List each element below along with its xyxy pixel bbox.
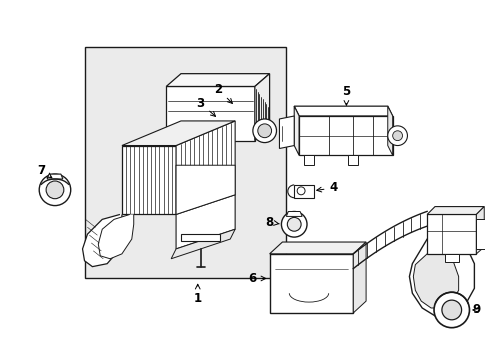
Polygon shape: [294, 106, 299, 156]
Polygon shape: [176, 165, 235, 215]
Polygon shape: [294, 106, 392, 116]
Polygon shape: [176, 195, 235, 249]
Polygon shape: [166, 86, 254, 141]
Polygon shape: [352, 242, 366, 313]
Polygon shape: [475, 219, 485, 249]
Polygon shape: [122, 121, 235, 145]
Circle shape: [297, 187, 305, 195]
Text: 1: 1: [193, 284, 202, 305]
Text: 3: 3: [196, 97, 215, 116]
Circle shape: [387, 126, 407, 145]
Circle shape: [392, 131, 402, 141]
Circle shape: [441, 300, 461, 320]
Polygon shape: [82, 215, 122, 267]
Circle shape: [287, 217, 301, 231]
Circle shape: [252, 119, 276, 143]
Polygon shape: [98, 215, 133, 259]
Polygon shape: [286, 212, 302, 216]
Polygon shape: [181, 234, 220, 241]
Polygon shape: [47, 174, 63, 179]
Text: 2: 2: [214, 83, 232, 103]
Polygon shape: [412, 251, 458, 308]
Polygon shape: [475, 207, 483, 254]
Polygon shape: [426, 207, 483, 215]
Circle shape: [39, 174, 71, 206]
Text: 5: 5: [342, 85, 350, 105]
Polygon shape: [426, 215, 475, 254]
Polygon shape: [304, 156, 313, 165]
Text: 4: 4: [316, 181, 337, 194]
Circle shape: [433, 292, 468, 328]
Text: 6: 6: [248, 272, 265, 285]
Bar: [84, 47, 286, 278]
Polygon shape: [269, 254, 352, 313]
Text: 8: 8: [265, 216, 279, 229]
Polygon shape: [171, 229, 235, 259]
Text: 9: 9: [471, 303, 480, 316]
Polygon shape: [408, 234, 473, 316]
Polygon shape: [269, 242, 366, 254]
Text: 7: 7: [37, 164, 52, 178]
Polygon shape: [387, 106, 392, 156]
Polygon shape: [254, 74, 269, 141]
Polygon shape: [299, 116, 392, 156]
Circle shape: [46, 181, 64, 199]
Polygon shape: [279, 116, 294, 148]
Polygon shape: [294, 185, 313, 198]
Polygon shape: [444, 254, 458, 262]
Polygon shape: [122, 145, 176, 215]
Polygon shape: [347, 156, 358, 165]
Polygon shape: [176, 121, 235, 215]
Circle shape: [281, 212, 306, 237]
Circle shape: [257, 124, 271, 138]
Polygon shape: [166, 74, 269, 86]
